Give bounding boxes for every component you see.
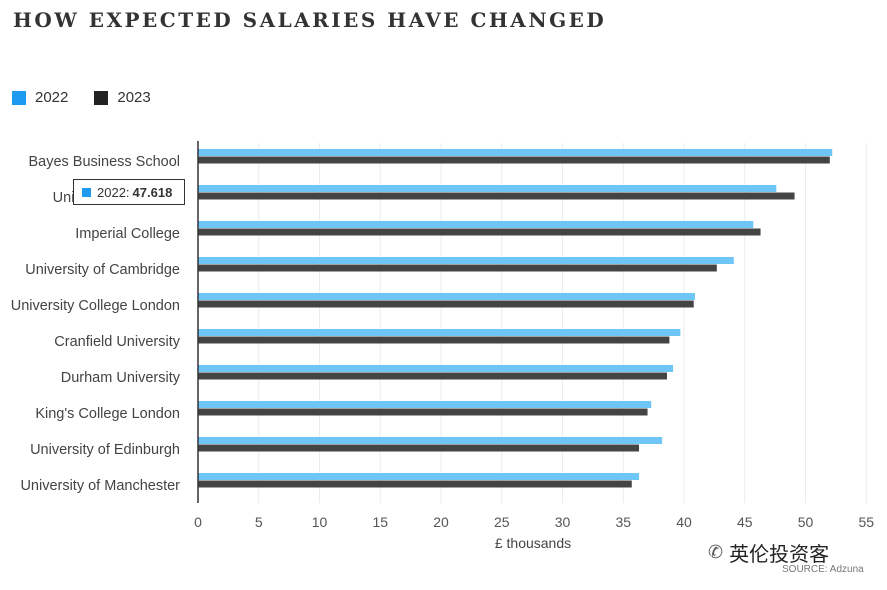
bar-2023-2[interactable] [198,228,761,236]
bar-2022-6[interactable] [198,365,674,372]
legend-item-2023[interactable]: 2023 [94,89,151,106]
wechat-icon: ✆ [708,542,724,562]
bar-2022-7[interactable] [198,401,652,408]
bar-2022-9[interactable] [198,473,640,480]
legend-swatch-2023 [94,90,109,105]
category-label-2: Imperial College [75,226,180,242]
category-label-8: University of Edinburgh [30,442,180,458]
tooltip: 2022: 47.618 [73,179,185,205]
legend-item-2022[interactable]: 2022 [12,89,68,106]
category-label-3: University of Cambridge [25,262,180,278]
bar-2022-0[interactable] [198,149,833,156]
bar-2022-5[interactable] [198,329,681,336]
x-tick-label-5: 5 [255,514,263,530]
tooltip-value: 47.618 [132,184,173,200]
x-tick-label-30: 30 [555,514,571,530]
bar-2022-3[interactable] [198,257,734,264]
x-tick-label-25: 25 [494,514,510,530]
bar-2022-4[interactable] [198,293,695,300]
x-tick-label-15: 15 [372,514,388,530]
x-axis-title: £ thousands [495,535,571,551]
bar-2023-0[interactable] [198,156,830,164]
watermark: ✆ 英伦投资客 [708,538,829,567]
bar-2022-8[interactable] [198,437,663,444]
x-tick-label-0: 0 [194,514,202,530]
category-label-0: Bayes Business School [28,154,180,170]
bar-2023-8[interactable] [198,444,640,452]
bar-2023-3[interactable] [198,264,717,272]
tooltip-separator: : [125,184,130,200]
bar-2023-4[interactable] [198,300,694,308]
legend: 2022 2023 [12,89,177,106]
chart-title: HOW EXPECTED SALARIES HAVE CHANGED [13,8,607,32]
watermark-text: 英伦投资客 [729,544,830,566]
bar-2023-9[interactable] [198,480,632,488]
bar-2023-7[interactable] [198,408,648,416]
x-tick-label-50: 50 [798,514,814,530]
bar-2022-1[interactable] [198,185,777,192]
legend-label-2023: 2023 [117,89,151,106]
category-label-4: University College London [11,298,180,314]
tooltip-series: 2022 [97,184,126,200]
bar-2023-5[interactable] [198,336,670,344]
legend-swatch-2022 [12,90,26,105]
bar-2022-2[interactable] [198,221,754,228]
category-label-6: Durham University [61,370,181,386]
x-tick-label-10: 10 [312,514,328,530]
tooltip-swatch [82,187,91,197]
x-tick-label-55: 55 [858,514,874,530]
category-label-7: King's College London [35,406,180,422]
x-tick-label-40: 40 [676,514,692,530]
x-tick-label-35: 35 [615,514,631,530]
x-tick-label-20: 20 [433,514,449,530]
source-note: SOURCE: Adzuna [782,564,864,575]
bar-2023-1[interactable] [198,192,795,200]
category-label-5: Cranfield University [54,334,180,350]
x-tick-label-45: 45 [737,514,753,530]
legend-label-2022: 2022 [35,89,69,106]
category-label-9: University of Manchester [20,478,180,494]
bar-2023-6[interactable] [198,372,667,380]
